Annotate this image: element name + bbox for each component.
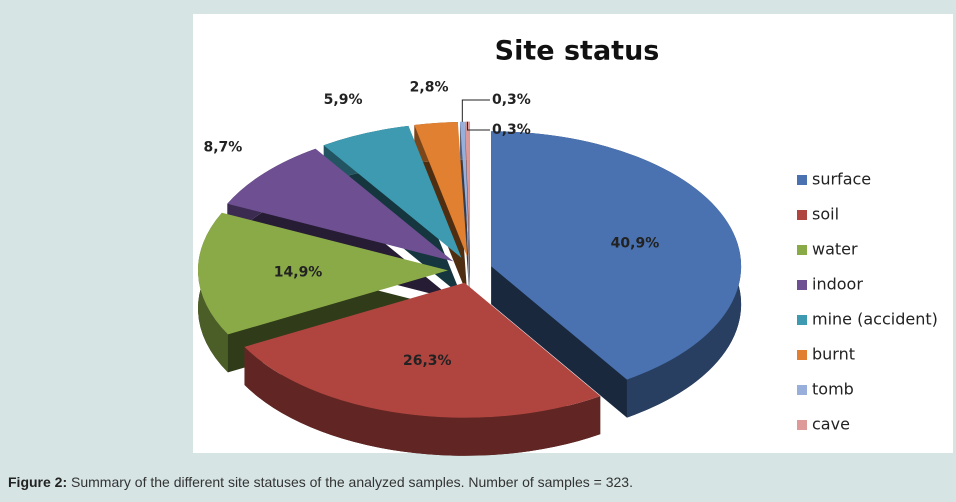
legend-label: tomb [812,380,854,399]
legend-swatch [797,280,807,290]
data-label: 40,9% [611,235,660,251]
slice [491,131,742,380]
slice-side [244,346,601,456]
legend-label: indoor [812,275,863,294]
slice [227,148,454,262]
slice [323,125,462,258]
data-label: 8,7% [203,140,242,156]
legend-swatch [797,315,807,325]
legend-label: water [812,240,858,259]
slice [244,282,601,418]
legend-label: cave [812,415,850,434]
caption-text: Summary of the different site statuses o… [71,474,633,490]
data-label: 0,3% [492,122,531,138]
legend-swatch [797,350,807,360]
legend-label: burnt [812,345,855,364]
legend-swatch [797,210,807,220]
legend-swatch [797,245,807,255]
slice [465,121,470,257]
slice [414,121,468,257]
chart: Site status 40,9% 26,3% 14,9% 8,7% 5,9% 2,8% 0… [198,36,938,456]
slice [459,121,470,257]
legend-label: mine (accident) [812,310,938,329]
legend-label: surface [812,170,871,189]
legend-swatch [797,175,807,185]
legend-swatch [797,385,807,395]
data-label: 2,8% [410,80,449,96]
data-label: 5,9% [324,92,363,108]
data-label: 26,3% [403,353,452,369]
legend-swatch [797,420,807,430]
data-label: 0,3% [492,92,531,108]
chart-title: Site status [495,36,660,67]
leader-line [461,99,490,122]
caption: Figure 2: Summary of the different site … [8,474,633,490]
slice [198,212,449,335]
legend-label: soil [812,205,839,224]
leader-line [466,121,490,131]
data-label: 14,9% [274,265,323,281]
caption-label: Figure 2: [8,474,68,490]
